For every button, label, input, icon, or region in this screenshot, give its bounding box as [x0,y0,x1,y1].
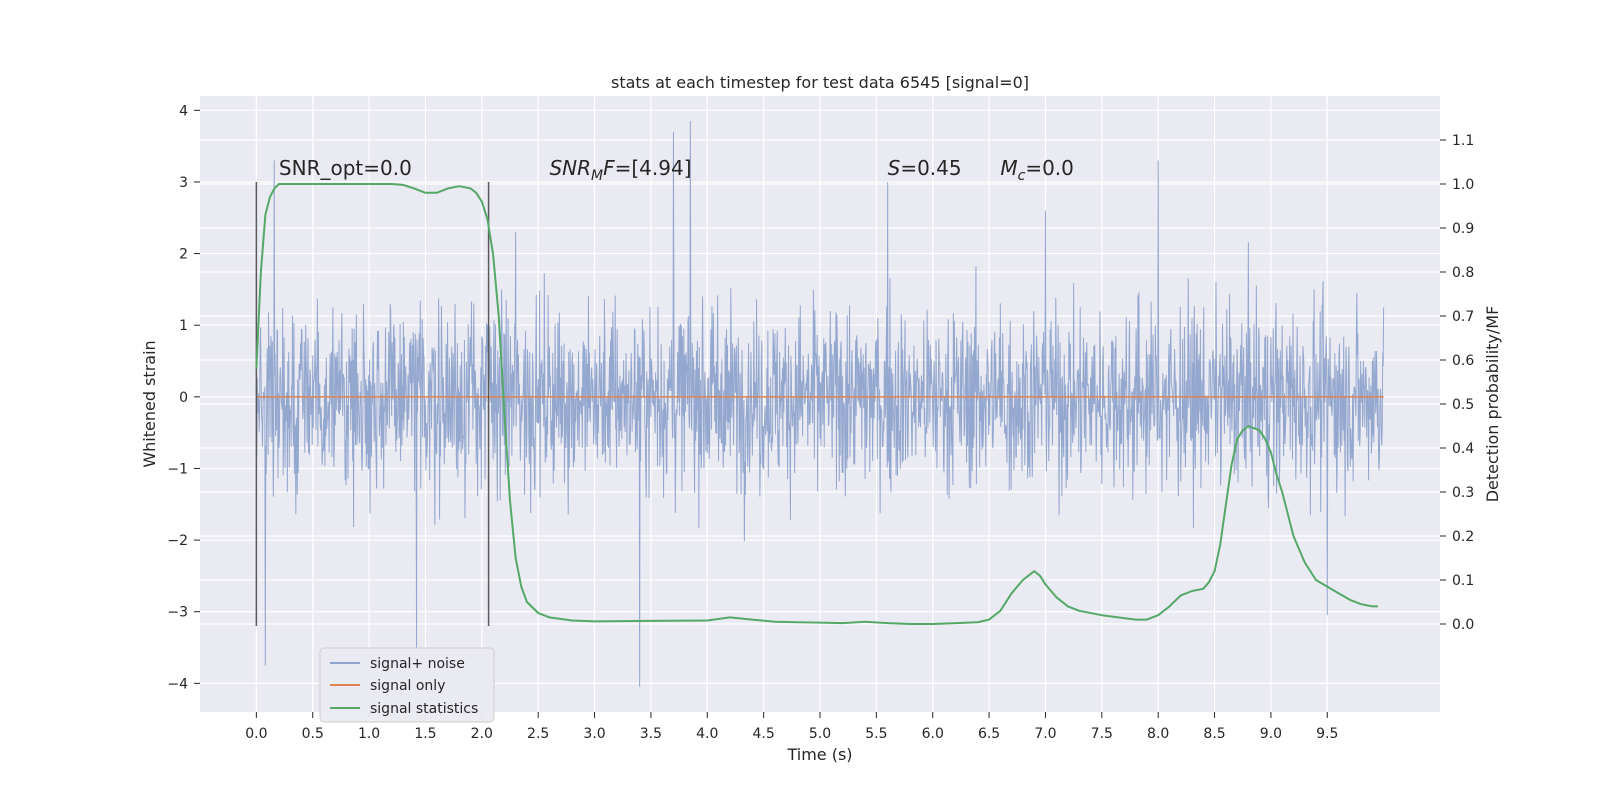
y-left-tick-label-0: −4 [167,676,188,692]
y-left-tick-label-3: −1 [167,461,188,477]
signal-statistics-line [255,183,1378,625]
signal-noise-line [255,121,1385,687]
y-left-tick-label-8: 4 [179,103,188,119]
y-right-tick-label-11: 1.1 [1452,133,1474,149]
chart-title: stats at each timestep for test data 654… [611,73,1029,92]
x-tick-label-14: 7.0 [1034,726,1056,742]
y-right-tick-label-5: 0.5 [1452,397,1474,413]
x-tick-label-3: 1.5 [414,726,436,742]
y-right-tick-label-10: 1.0 [1452,177,1474,193]
y-ticks-right: 0.0 0.1 0.2 0.3 0.4 0.5 0.6 0.7 0.8 0.9 1.0 1.1 [1440,133,1474,633]
y-right-tick-label-2: 0.2 [1452,529,1474,545]
y-right-tick-label-9: 0.9 [1452,221,1474,237]
y-right-tick-label-8: 0.8 [1452,265,1474,281]
legend-label-signal-only: signal only [370,678,445,694]
y-left-tick-label-1: −3 [167,605,188,621]
x-tick-label-9: 4.5 [753,726,775,742]
x-tick-label-10: 5.0 [809,726,831,742]
legend: signal+ noise signal only signal statist… [319,647,495,723]
y-right-tick-label-7: 0.7 [1452,309,1474,325]
x-tick-label-11: 5.5 [865,726,887,742]
y-right-tick-label-1: 0.1 [1452,573,1474,589]
x-tick-label-17: 8.5 [1203,726,1225,742]
annotations: SNR_opt=0.0 SNRMF=[4.94] S=0.45 Mc=0.0 [279,156,1074,184]
y-left-tick-label-7: 3 [179,175,188,191]
markers [255,181,490,627]
x-tick-label-2: 1.0 [358,726,380,742]
legend-label-signal-noise: signal+ noise [370,656,465,672]
annotation-0: SNR_opt=0.0 [279,156,412,180]
y-left-tick-label-4: 0 [179,390,188,406]
x-tick-label-0: 0.0 [245,726,267,742]
x-tick-label-12: 6.0 [922,726,944,742]
x-tick-label-15: 7.5 [1091,726,1113,742]
x-tick-label-18: 9.0 [1260,726,1282,742]
x-tick-label-4: 2.0 [471,726,493,742]
x-tick-label-19: 9.5 [1316,726,1338,742]
x-tick-label-7: 3.5 [640,726,662,742]
annotation-2: S=0.45 [888,156,962,180]
legend-box [319,647,495,723]
x-tick-label-13: 6.5 [978,726,1000,742]
x-tick-label-6: 3.0 [583,726,605,742]
series-signal-noise [255,121,1385,687]
x-tick-label-8: 4.0 [696,726,718,742]
x-axis-label: Time (s) [786,745,852,764]
y-right-tick-label-3: 0.3 [1452,485,1474,501]
series-signal-statistics [255,183,1378,625]
y-axis-label-left: Whitened strain [140,340,159,467]
y-left-tick-label-6: 2 [179,247,188,263]
y-axis-label-right: Detection probability/MF [1483,306,1502,503]
annotation-3: Mc=0.0 [1000,156,1074,184]
x-ticks: 0.0 0.5 1.0 1.5 2.0 2.5 3.0 3.5 4.0 4.5 5.0 5.5 6.0 6… [245,712,1338,742]
legend-label-signal-statistics: signal statistics [370,701,478,717]
y-right-tick-label-0: 0.0 [1452,617,1474,633]
y-ticks-left: −4 −3 −2 −1 0 1 2 3 4 [167,103,200,692]
x-tick-label-5: 2.5 [527,726,549,742]
x-tick-label-16: 8.0 [1147,726,1169,742]
y-right-tick-label-6: 0.6 [1452,353,1474,369]
annotation-1: SNRMF=[4.94] [549,156,691,184]
x-tick-label-1: 0.5 [302,726,324,742]
y-left-tick-label-5: 1 [179,318,188,334]
y-left-tick-label-2: −2 [167,533,188,549]
y-right-tick-label-4: 0.4 [1452,441,1474,457]
